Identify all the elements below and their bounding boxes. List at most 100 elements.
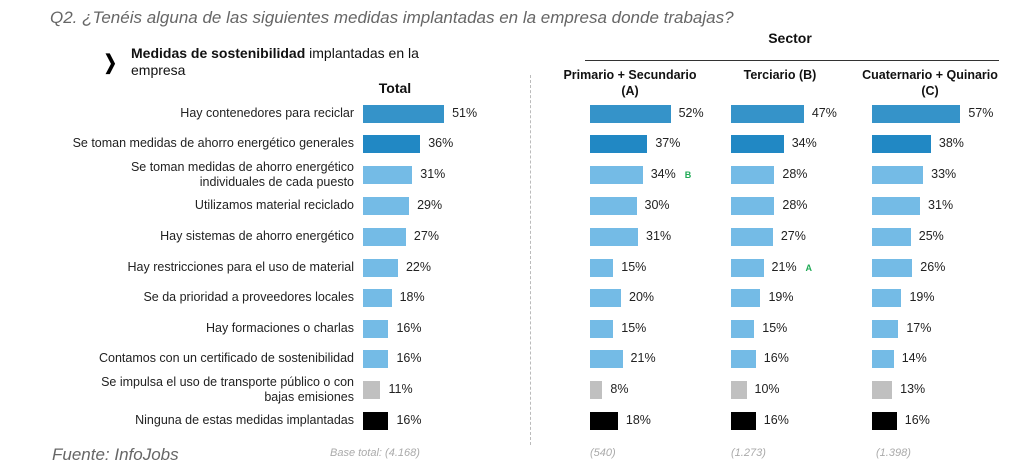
base-label: Base total: (4.168) [330, 447, 420, 459]
value-label: 57% [968, 106, 994, 120]
sector-header: Sector [768, 30, 812, 46]
category-label: Hay sistemas de ahorro energético [160, 229, 354, 243]
value-label: 15% [621, 321, 647, 335]
bar [731, 320, 755, 338]
value-label: 21% [771, 260, 797, 274]
bar [731, 381, 747, 399]
bar [872, 381, 893, 399]
bar [590, 381, 603, 399]
category-label: Se impulsa el uso de transporte público … [101, 375, 354, 404]
value-label: 22% [405, 260, 431, 274]
value-label: 14% [901, 351, 927, 365]
bar [590, 197, 637, 215]
bar [363, 228, 406, 246]
bar [731, 289, 761, 307]
value-label: 31% [928, 198, 954, 212]
value-label: 38% [938, 136, 964, 150]
dashed-separator [530, 75, 531, 445]
bar [731, 259, 764, 277]
category-label: Se toman medidas de ahorro energético in… [130, 160, 354, 189]
value-label: 26% [920, 260, 946, 274]
value-label: 27% [413, 229, 439, 243]
bar [872, 197, 921, 215]
bar [363, 197, 410, 215]
chart-subtitle: Medidas de sostenibilidad implantadas en… [131, 45, 431, 79]
chevron-right-icon: ❯ [103, 52, 118, 74]
bar [363, 166, 413, 184]
value-label: 34% [650, 167, 676, 181]
bar [363, 412, 389, 430]
bar [872, 320, 899, 338]
value-label: 36% [428, 136, 454, 150]
bar [731, 197, 775, 215]
value-label: 10% [754, 382, 780, 396]
value-label: 34% [791, 136, 817, 150]
series-header: Total [378, 80, 412, 96]
sector-divider [585, 60, 999, 61]
series-header: Cuaternario + Quinario (C) [862, 68, 998, 98]
value-label: 20% [629, 290, 655, 304]
bar [363, 135, 421, 153]
bar [363, 381, 381, 399]
base-label: (1.273) [731, 447, 766, 459]
bar [590, 289, 621, 307]
bar [363, 320, 389, 338]
category-label: Hay formaciones o charlas [206, 321, 354, 335]
value-label: 19% [909, 290, 935, 304]
value-label: 28% [782, 198, 808, 212]
base-label: (540) [590, 447, 616, 459]
bar [590, 350, 623, 368]
value-label: 52% [678, 106, 704, 120]
value-label: 28% [782, 167, 808, 181]
subtitle-rest: implantadas en la empresa [131, 45, 419, 78]
value-label: 13% [900, 382, 926, 396]
value-label: 31% [420, 167, 446, 181]
bar [363, 350, 389, 368]
bar [731, 228, 773, 246]
value-label: 18% [399, 290, 425, 304]
value-label: 16% [396, 413, 422, 427]
value-label: 16% [396, 321, 422, 335]
value-label: 16% [763, 413, 789, 427]
bar [363, 259, 398, 277]
bar [590, 259, 614, 277]
bar [590, 228, 639, 246]
value-label: 29% [417, 198, 443, 212]
bar [731, 412, 756, 430]
value-label: 8% [610, 382, 629, 396]
bar [363, 289, 392, 307]
bar [872, 350, 894, 368]
value-label: 16% [904, 413, 930, 427]
bar [590, 135, 648, 153]
value-label: 21% [630, 351, 656, 365]
bar [590, 105, 671, 123]
question-title: Q2. ¿Tenéis alguna de las siguientes med… [50, 8, 734, 27]
value-label: 25% [918, 229, 944, 243]
value-label: 15% [621, 260, 647, 274]
subtitle-bold: Medidas de sostenibilidad [131, 45, 306, 61]
category-label: Hay restricciones para el uso de materia… [127, 260, 355, 274]
value-label: 11% [388, 382, 413, 396]
value-label: 19% [768, 290, 794, 304]
bar [590, 166, 643, 184]
significance-letter: A [805, 263, 813, 273]
category-label: Hay contenedores para reciclar [180, 106, 354, 120]
bar [590, 412, 618, 430]
bar [363, 105, 445, 123]
base-label: (1.398) [876, 447, 911, 459]
category-label: Ninguna de estas medidas implantadas [135, 413, 354, 427]
value-label: 47% [811, 106, 837, 120]
bar [590, 320, 614, 338]
value-label: 37% [655, 136, 681, 150]
source-note: Fuente: InfoJobs [52, 445, 179, 464]
bar [872, 259, 913, 277]
bar [731, 350, 756, 368]
category-label: Se da prioridad a proveedores locales [143, 290, 354, 304]
value-label: 16% [396, 351, 422, 365]
bar [872, 105, 961, 123]
value-label: 33% [931, 167, 957, 181]
bar [872, 135, 931, 153]
bar [872, 289, 902, 307]
bar [731, 135, 784, 153]
